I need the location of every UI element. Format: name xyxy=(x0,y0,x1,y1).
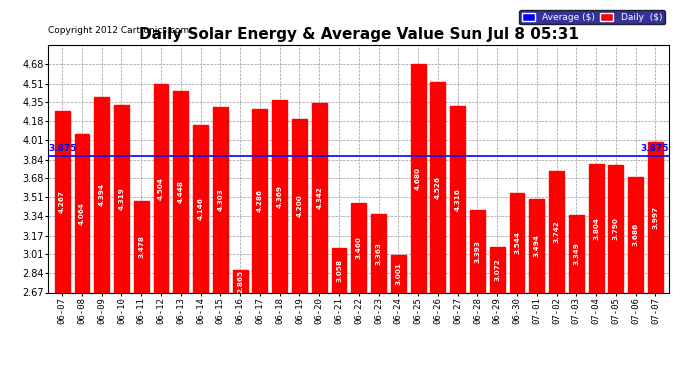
Bar xyxy=(470,210,485,292)
Bar xyxy=(55,111,70,292)
Text: 4.369: 4.369 xyxy=(277,184,283,207)
Bar xyxy=(213,107,228,292)
Bar xyxy=(273,100,287,292)
Text: 4.303: 4.303 xyxy=(217,188,224,211)
Text: 4.200: 4.200 xyxy=(297,194,302,217)
Text: 4.316: 4.316 xyxy=(455,188,461,210)
Text: 2.865: 2.865 xyxy=(237,270,243,293)
Title: Daily Solar Energy & Average Value Sun Jul 8 05:31: Daily Solar Energy & Average Value Sun J… xyxy=(139,27,579,42)
Text: 4.319: 4.319 xyxy=(119,188,124,210)
Text: 3.363: 3.363 xyxy=(375,242,382,265)
Bar xyxy=(510,193,524,292)
Text: 4.504: 4.504 xyxy=(158,177,164,200)
Text: 4.286: 4.286 xyxy=(257,189,263,212)
Text: 3.804: 3.804 xyxy=(593,217,599,240)
Text: 4.394: 4.394 xyxy=(99,183,105,206)
Text: 4.448: 4.448 xyxy=(178,180,184,203)
Text: 3.875: 3.875 xyxy=(641,144,669,153)
Bar xyxy=(233,270,248,292)
Bar xyxy=(569,215,584,292)
Text: 3.478: 3.478 xyxy=(138,235,144,258)
Bar xyxy=(173,91,188,292)
Bar xyxy=(193,125,208,292)
Bar xyxy=(451,106,465,292)
Bar xyxy=(549,171,564,292)
Bar xyxy=(95,97,109,292)
Bar xyxy=(332,249,346,292)
Text: 4.526: 4.526 xyxy=(435,176,441,199)
Text: 3.686: 3.686 xyxy=(633,223,639,246)
Bar xyxy=(75,134,89,292)
Bar xyxy=(529,199,544,292)
Bar xyxy=(431,82,445,292)
Bar xyxy=(154,84,168,292)
Text: 3.790: 3.790 xyxy=(613,217,619,240)
Bar xyxy=(114,105,129,292)
Text: 3.072: 3.072 xyxy=(494,258,500,281)
Bar xyxy=(312,103,326,292)
Text: 4.680: 4.680 xyxy=(415,167,421,190)
Text: 3.460: 3.460 xyxy=(356,236,362,259)
Text: 3.393: 3.393 xyxy=(475,240,480,263)
Text: 4.064: 4.064 xyxy=(79,202,85,225)
Text: 3.494: 3.494 xyxy=(534,234,540,257)
Bar xyxy=(391,255,406,292)
Bar xyxy=(134,201,148,292)
Bar xyxy=(411,64,426,292)
Text: 3.875: 3.875 xyxy=(48,144,77,153)
Text: 4.146: 4.146 xyxy=(197,197,204,220)
Text: 3.349: 3.349 xyxy=(573,243,580,266)
Bar xyxy=(490,247,504,292)
Bar xyxy=(351,203,366,292)
Text: 3.001: 3.001 xyxy=(395,262,402,285)
Text: 3.997: 3.997 xyxy=(653,206,658,229)
Legend: Average ($), Daily  ($): Average ($), Daily ($) xyxy=(519,10,664,24)
Text: 4.342: 4.342 xyxy=(316,186,322,209)
Text: 3.544: 3.544 xyxy=(514,231,520,254)
Text: 3.058: 3.058 xyxy=(336,259,342,282)
Bar xyxy=(253,109,267,292)
Bar xyxy=(589,164,604,292)
Text: 4.267: 4.267 xyxy=(59,190,65,213)
Bar xyxy=(648,142,663,292)
Text: Copyright 2012 Cartronics.com: Copyright 2012 Cartronics.com xyxy=(48,26,190,35)
Bar xyxy=(371,214,386,292)
Bar xyxy=(292,119,307,292)
Bar xyxy=(629,177,643,292)
Text: 3.742: 3.742 xyxy=(553,220,560,243)
Bar xyxy=(609,165,623,292)
